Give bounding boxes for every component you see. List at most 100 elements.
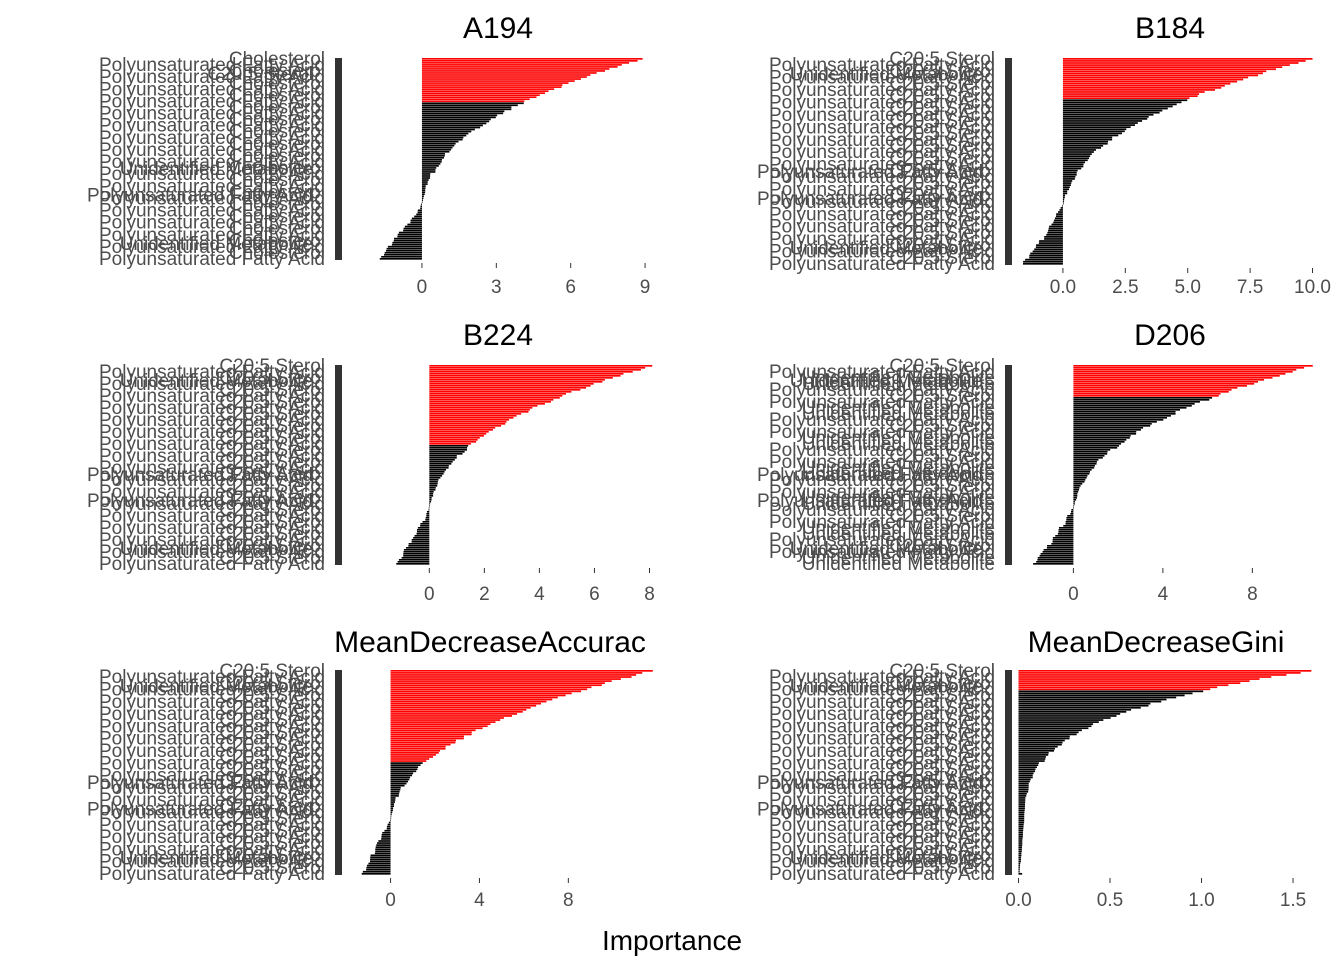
category-label: Polyunsaturated Fatty Acid	[87, 773, 313, 794]
bar	[421, 183, 428, 185]
bar	[390, 725, 488, 728]
bar	[1018, 741, 1063, 744]
bar	[384, 251, 422, 254]
bar	[1018, 678, 1260, 680]
category-label: C20:5 Sterol	[889, 735, 995, 756]
bar	[421, 98, 530, 101]
x-tick-label: 2	[479, 584, 490, 605]
bar	[408, 543, 430, 545]
category-label: Polyunsaturated Fatty Acid	[769, 542, 995, 563]
bar	[1062, 171, 1077, 174]
bar	[421, 116, 496, 119]
bar	[421, 203, 422, 206]
category-label: C20:5 Sterol	[889, 356, 995, 377]
bar	[1071, 511, 1074, 513]
bar	[1062, 107, 1168, 110]
bar	[429, 379, 605, 381]
category-label: C20:5 Sterol	[219, 500, 325, 521]
bar	[390, 786, 401, 789]
bar	[1018, 733, 1077, 736]
panel-title: MeanDecreaseGini	[1028, 626, 1285, 659]
bar	[1073, 403, 1195, 405]
category-label: Polyunsaturated Fatty Acid	[769, 242, 995, 263]
category-label: C20:5 Sterol	[889, 148, 995, 169]
bar	[1062, 86, 1222, 89]
bar	[394, 237, 422, 240]
bar	[421, 92, 546, 95]
category-label: C20:5 Sterol	[219, 821, 325, 842]
bar	[390, 811, 393, 814]
category-label: C20:5 Sterol	[219, 488, 325, 509]
bar	[429, 475, 443, 477]
bar	[421, 122, 487, 125]
bar	[390, 708, 527, 711]
category-label: Cholesterol	[229, 97, 325, 118]
category-label: Unidentified Metabolite	[790, 65, 983, 86]
bar	[1062, 72, 1263, 75]
category-label: Polyunsaturated Fatty Acid	[769, 852, 995, 873]
bar	[421, 179, 429, 181]
category-label: Polyunsaturated Fatty Acid	[99, 410, 325, 431]
category-label: Polyunsaturated Fatty Acid	[769, 229, 995, 250]
bar	[370, 856, 391, 859]
x-tick-label: 6	[565, 277, 576, 298]
bar	[397, 561, 430, 563]
panel-title: MeanDecreaseAccurac	[334, 626, 646, 659]
bar	[393, 239, 422, 242]
category-label: Cholesterol	[229, 146, 325, 167]
bar	[408, 545, 430, 547]
category-label: C20:5 Sterol	[219, 858, 325, 879]
category-label: Polyunsaturated Fatty Acid	[769, 93, 995, 114]
bar	[407, 223, 422, 226]
category-label: Polyunsaturated Fatty Acid	[769, 766, 995, 787]
bar	[1062, 115, 1149, 118]
bar	[1018, 788, 1029, 791]
category-label: Polyunsaturated Fatty Acid	[99, 91, 325, 112]
bar	[1073, 483, 1083, 485]
bar	[417, 527, 430, 529]
bar	[1047, 231, 1063, 234]
bar	[381, 255, 422, 258]
bar	[1062, 138, 1113, 141]
bar	[1062, 178, 1075, 180]
bar	[1018, 747, 1055, 750]
bar	[1034, 248, 1063, 251]
category-label: Polyunsaturated Fatty Acid	[99, 470, 325, 491]
category-label: Polyunsaturated Fatty Acid	[99, 128, 325, 149]
bar	[429, 437, 480, 439]
bar	[1018, 698, 1167, 701]
bar	[386, 247, 422, 250]
bar	[1062, 103, 1177, 106]
category-label: Polyunsaturated Fatty Acid	[99, 741, 325, 762]
category-label: Polyunsaturated Fatty Acid	[769, 729, 995, 750]
bar	[421, 152, 445, 155]
bar	[421, 191, 426, 193]
x-tick-label: 0	[424, 584, 435, 605]
bar	[429, 449, 467, 451]
bar	[421, 68, 610, 70]
bar	[1023, 260, 1063, 263]
bar	[1018, 700, 1162, 703]
bar	[1062, 190, 1068, 193]
category-label: C20:5 Sterol	[219, 404, 325, 425]
bar	[1018, 729, 1082, 732]
bar	[429, 429, 493, 431]
bar	[1018, 766, 1037, 769]
category-label: C20:5 Sterol	[889, 210, 995, 231]
category-label: C20:5 Sterol	[219, 784, 325, 805]
y-axis-tick-stack	[1005, 670, 1012, 875]
bar	[411, 541, 430, 543]
bar	[1018, 782, 1029, 785]
category-label: Polyunsaturated Fatty Acid	[99, 362, 325, 383]
bar	[1062, 105, 1173, 108]
bar	[421, 74, 591, 76]
bar	[1062, 161, 1085, 164]
bar	[390, 817, 392, 820]
bar	[1018, 823, 1024, 826]
x-tick-label: 10.0	[1294, 277, 1331, 298]
category-label: Polyunsaturated Fatty Acid	[99, 778, 325, 799]
bar	[1018, 811, 1025, 814]
category-label: C20:5 Sterol	[219, 476, 325, 497]
bar	[1018, 831, 1023, 834]
